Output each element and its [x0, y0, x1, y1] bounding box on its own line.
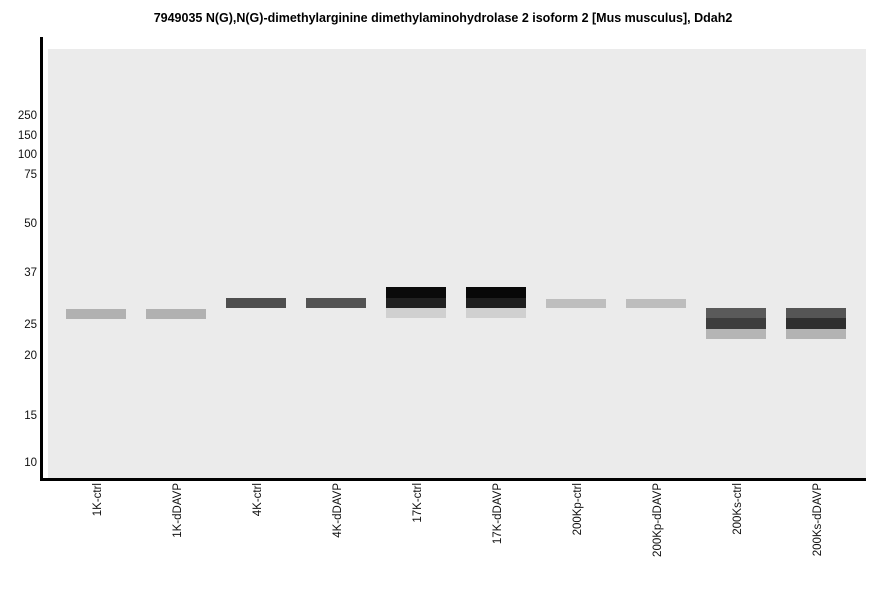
lane-label: 1K-ctrl — [92, 483, 104, 517]
lane-label: 200Kp-dDAVP — [652, 483, 664, 557]
band-segment — [146, 309, 206, 319]
lane-label: 200Ks-dDAVP — [812, 483, 824, 557]
band-segment — [386, 287, 446, 298]
y-tick-label: 75 — [24, 169, 37, 181]
y-tick-label: 37 — [24, 267, 37, 279]
band-segment — [706, 318, 766, 329]
band-segment — [466, 298, 526, 308]
band-segment — [706, 308, 766, 318]
y-tick-label: 10 — [24, 457, 37, 469]
plot-area — [48, 49, 866, 478]
band-segment — [386, 298, 446, 308]
band-segment — [466, 308, 526, 318]
x-axis-line — [40, 478, 866, 481]
lane-label: 4K-dDAVP — [332, 483, 344, 538]
y-axis-line — [40, 37, 43, 481]
lane-label: 17K-ctrl — [412, 483, 424, 523]
band-segment — [786, 318, 846, 329]
y-tick-label: 50 — [24, 218, 37, 230]
y-tick-label: 250 — [17, 110, 37, 122]
chart-title: 7949035 N(G),N(G)-dimethylarginine dimet… — [153, 11, 733, 25]
band-segment — [306, 298, 366, 308]
y-tick-label: 25 — [24, 319, 37, 331]
lane-label: 17K-dDAVP — [492, 483, 504, 545]
y-tick-label: 20 — [24, 350, 37, 362]
band-segment — [466, 287, 526, 298]
band-segment — [546, 299, 606, 308]
band-segment — [226, 298, 286, 308]
y-tick-label: 100 — [17, 149, 37, 161]
lane-label: 1K-dDAVP — [172, 483, 184, 538]
y-tick-label: 150 — [17, 130, 37, 142]
band-segment — [706, 329, 766, 339]
lane-label: 4K-ctrl — [252, 483, 264, 517]
band-segment — [786, 329, 846, 339]
y-tick-label: 15 — [24, 410, 37, 422]
lane-label: 200Ks-ctrl — [732, 483, 744, 535]
lane-label: 200Kp-ctrl — [572, 483, 584, 536]
band-segment — [386, 308, 446, 318]
band-segment — [66, 309, 126, 319]
band-segment — [626, 299, 686, 308]
band-segment — [786, 308, 846, 318]
